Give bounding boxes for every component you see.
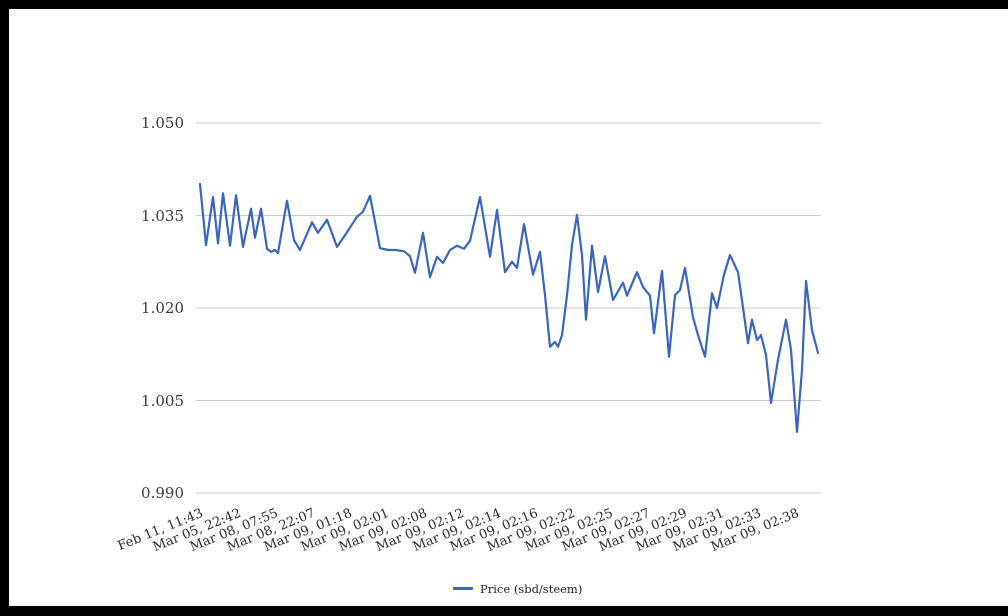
price-chart-card: 1.050 1.035 1.020 1.005 0.990 Feb 11, 11:43 M… bbox=[9, 9, 1008, 606]
y-axis-tick-label: 1.005 bbox=[141, 391, 184, 410]
y-axis-tick-label: 0.990 bbox=[141, 484, 184, 502]
price-line-chart-plot[interactable] bbox=[9, 9, 1008, 606]
y-axis-tick-label: 1.050 bbox=[141, 114, 184, 132]
legend-line-swatch bbox=[453, 587, 473, 590]
price-line[interactable] bbox=[198, 183, 820, 433]
y-axis-tick-label: 1.035 bbox=[141, 206, 184, 225]
y-axis-tick-label: 1.020 bbox=[141, 299, 184, 317]
legend: Price (sbd/steem) bbox=[453, 581, 582, 596]
legend-label: Price (sbd/steem) bbox=[480, 581, 583, 596]
